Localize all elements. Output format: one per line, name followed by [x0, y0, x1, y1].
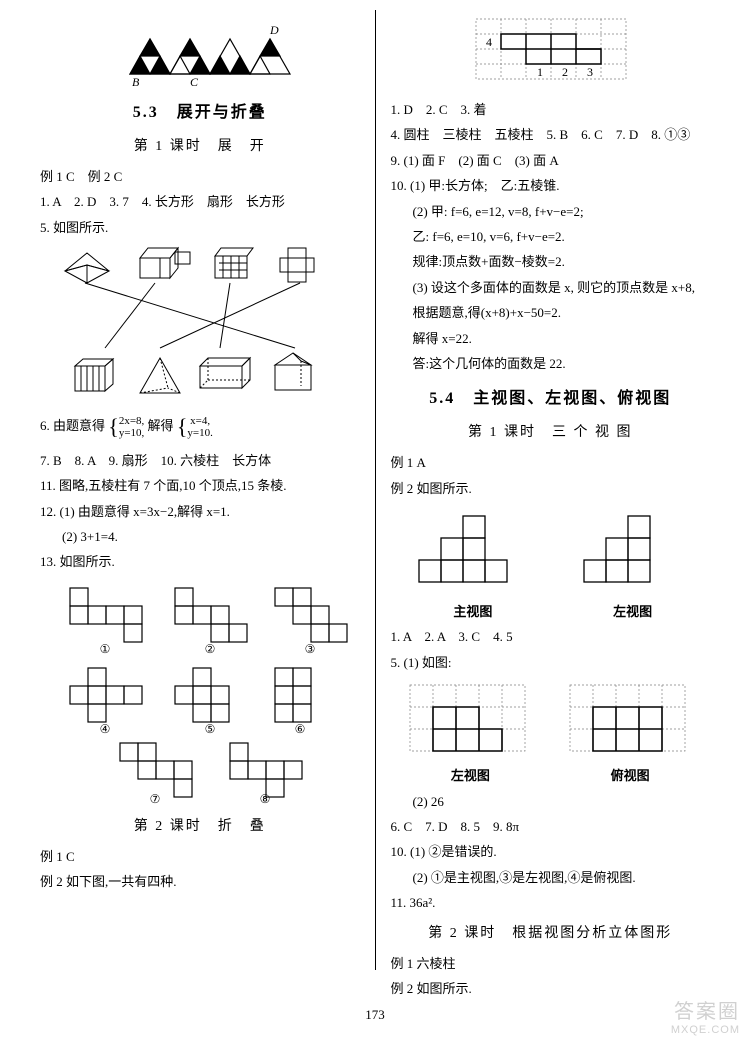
page-number: 173	[0, 1007, 750, 1023]
column-divider	[375, 10, 376, 970]
s54-p2-ex2: 例 2 如图所示.	[391, 977, 711, 1000]
p2-ex2: 例 2 如下图,一共有四种.	[40, 870, 360, 893]
r-ans-1-3: 1. D 2. C 3. 着	[391, 98, 711, 121]
section-5-3-title: 5.3 展开与折叠	[40, 99, 360, 128]
label-b: B	[132, 75, 140, 89]
top-view-fig	[565, 680, 695, 760]
s54-ex2: 例 2 如图所示.	[391, 477, 711, 500]
watermark: 答案圈 MXQE.COM	[671, 995, 740, 1036]
svg-text:③: ③	[304, 642, 315, 656]
r-ans-10f: 根据题意,得(x+8)+x−50=2.	[391, 301, 711, 324]
s54-p2-ex1: 例 1 六棱柱	[391, 952, 711, 975]
s54-ans-5b: (2) 26	[391, 790, 711, 813]
svg-text:⑥: ⑥	[294, 722, 305, 736]
svg-text:④: ④	[99, 722, 110, 736]
label-c: C	[190, 75, 199, 89]
views-row1: 主视图 左视图	[391, 502, 711, 623]
s54-ans-5a: 5. (1) 如图:	[391, 651, 711, 674]
svg-text:2: 2	[562, 65, 568, 79]
left-view-fig2	[405, 680, 535, 760]
answer-12a: 12. (1) 由题意得 x=3x−2,解得 x=1.	[40, 500, 360, 523]
r-ans-10c: 乙: f=6, e=10, v=6, f+v−e=2.	[391, 225, 711, 248]
s54-ex1: 例 1 A	[391, 451, 711, 474]
right-column: 4 1 2 3 1. D 2. C 3. 着 4. 圆柱 三棱柱 五棱柱 5. …	[381, 10, 721, 1003]
left-column: B C D 5.3 展开与折叠 第 1 课时 展 开 例 1 C 例 2 C 1…	[30, 10, 370, 1003]
label-d: D	[269, 23, 279, 37]
s54-ans-11: 11. 36a².	[391, 891, 711, 914]
eight-nets-figure: ① ② ③ ④ ⑤ ⑥ ⑦ ⑧	[50, 578, 350, 808]
svg-text:1: 1	[537, 65, 543, 79]
svg-text:⑧: ⑧	[259, 792, 270, 806]
triangle-strip-figure: B C D	[90, 14, 310, 89]
s54-p2-title: 第 2 课时 根据视图分析立体图形	[391, 921, 711, 946]
r-ans-10h: 答:这个几何体的面数是 22.	[391, 352, 711, 375]
answer-1-4: 1. A 2. D 3. 7 4. 长方形 扇形 长方形	[40, 190, 360, 213]
s54-ans-10b: (2) ①是主视图,③是左视图,④是俯视图.	[391, 866, 711, 889]
r-ans-10a: 10. (1) 甲:长方体; 乙:五棱锥.	[391, 174, 711, 197]
r-ans-9: 9. (1) 面 F (2) 面 C (3) 面 A	[391, 149, 711, 172]
answer-7-10: 7. B 8. A 9. 扇形 10. 六棱柱 长方体	[40, 449, 360, 472]
svg-text:②: ②	[204, 642, 215, 656]
r-ans-10g: 解得 x=22.	[391, 327, 711, 350]
views-row2: 左视图 俯视图	[391, 676, 711, 787]
r-ans-4-8: 4. 圆柱 三棱柱 五棱柱 5. B 6. C 7. D 8. ①③	[391, 123, 711, 146]
answer-13: 13. 如图所示.	[40, 550, 360, 573]
svg-text:①: ①	[99, 642, 110, 656]
r-ans-10d: 规律:顶点数+面数−棱数=2.	[391, 250, 711, 273]
section-5-4-title: 5.4 主视图、左视图、俯视图	[391, 385, 711, 414]
left-view-fig	[583, 506, 683, 596]
svg-text:⑤: ⑤	[204, 722, 215, 736]
svg-text:4: 4	[486, 35, 492, 49]
r-ans-10b: (2) 甲: f=6, e=12, v=8, f+v−e=2;	[391, 200, 711, 223]
svg-text:⑦: ⑦	[149, 792, 160, 806]
part2-title: 第 2 课时 折 叠	[40, 814, 360, 839]
example-answers: 例 1 C 例 2 C	[40, 165, 360, 188]
answer-12b: (2) 3+1=4.	[40, 525, 360, 548]
answer-5: 5. 如图所示.	[40, 216, 360, 239]
s54-ans-10a: 10. (1) ②是错误的.	[391, 840, 711, 863]
top-grid-figure: 4 1 2 3	[471, 14, 651, 94]
s54-ans-1-4: 1. A 2. A 3. C 4. 5	[391, 625, 711, 648]
svg-text:3: 3	[587, 65, 593, 79]
p2-ex1: 例 1 C	[40, 845, 360, 868]
front-view-fig	[418, 506, 528, 596]
nets-matching-figure	[50, 243, 350, 403]
r-ans-10e: (3) 设这个多面体的面数是 x, 则它的顶点数是 x+8,	[391, 276, 711, 299]
answer-6: 6. 由题意得 {2x=8,y=10, 解得 {x=4,y=10.	[40, 407, 360, 447]
s54-p1-title: 第 1 课时 三 个 视 图	[391, 420, 711, 445]
s54-ans-6-9: 6. C 7. D 8. 5 9. 8π	[391, 815, 711, 838]
answer-11: 11. 图略,五棱柱有 7 个面,10 个顶点,15 条棱.	[40, 474, 360, 497]
page: B C D 5.3 展开与折叠 第 1 课时 展 开 例 1 C 例 2 C 1…	[0, 0, 750, 1003]
part1-title: 第 1 课时 展 开	[40, 134, 360, 159]
